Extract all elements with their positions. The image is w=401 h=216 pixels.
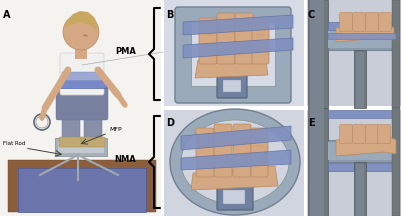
Bar: [223, 80, 241, 92]
Text: C: C: [308, 10, 315, 20]
FancyBboxPatch shape: [377, 124, 391, 143]
Bar: [161, 0, 164, 216]
Polygon shape: [183, 38, 293, 58]
FancyBboxPatch shape: [81, 137, 105, 147]
FancyBboxPatch shape: [217, 13, 235, 64]
Text: E: E: [308, 118, 315, 128]
Bar: [306, 108, 401, 216]
Bar: [62, 95, 80, 140]
Bar: [328, 140, 396, 162]
Text: B: B: [166, 10, 173, 20]
Text: MFP: MFP: [109, 127, 122, 132]
Bar: [328, 33, 396, 39]
Bar: [84, 95, 102, 140]
FancyBboxPatch shape: [365, 124, 379, 143]
Polygon shape: [195, 55, 268, 78]
FancyBboxPatch shape: [196, 128, 214, 177]
Text: Flat Rod: Flat Rod: [3, 141, 25, 146]
Bar: [0, 0, 163, 216]
FancyBboxPatch shape: [352, 124, 365, 143]
Bar: [163, 106, 401, 110]
Bar: [356, 164, 364, 216]
FancyBboxPatch shape: [365, 13, 379, 32]
Polygon shape: [65, 11, 97, 30]
Polygon shape: [181, 150, 291, 170]
FancyBboxPatch shape: [340, 13, 352, 32]
Bar: [310, 108, 324, 216]
Bar: [58, 80, 106, 88]
Bar: [62, 72, 102, 82]
Bar: [392, 0, 400, 108]
Bar: [328, 142, 394, 160]
Polygon shape: [183, 15, 293, 35]
FancyBboxPatch shape: [199, 18, 217, 64]
Bar: [328, 30, 394, 48]
Bar: [392, 108, 400, 216]
FancyBboxPatch shape: [235, 13, 253, 64]
Bar: [310, 0, 324, 108]
FancyBboxPatch shape: [352, 13, 365, 32]
Text: PMA: PMA: [115, 48, 136, 57]
Bar: [75, 47, 87, 59]
FancyBboxPatch shape: [233, 124, 251, 177]
Bar: [55, 138, 107, 156]
FancyBboxPatch shape: [251, 128, 268, 177]
Bar: [328, 28, 396, 50]
FancyBboxPatch shape: [252, 18, 269, 64]
Bar: [223, 190, 245, 204]
Bar: [328, 110, 396, 118]
FancyBboxPatch shape: [60, 53, 104, 95]
Bar: [58, 141, 104, 153]
Bar: [163, 108, 306, 216]
Text: A: A: [3, 10, 10, 20]
Circle shape: [63, 14, 99, 50]
Bar: [328, 163, 396, 171]
Bar: [328, 22, 396, 30]
FancyBboxPatch shape: [340, 124, 352, 143]
Bar: [356, 52, 364, 108]
FancyBboxPatch shape: [379, 13, 391, 32]
Bar: [306, 0, 401, 108]
Bar: [304, 0, 307, 216]
FancyBboxPatch shape: [56, 86, 108, 120]
FancyBboxPatch shape: [59, 137, 83, 147]
Text: NMA: NMA: [114, 156, 136, 165]
Bar: [8, 160, 156, 212]
Polygon shape: [191, 166, 278, 190]
FancyBboxPatch shape: [175, 7, 291, 103]
Polygon shape: [336, 134, 396, 156]
Bar: [354, 50, 366, 108]
Ellipse shape: [181, 120, 289, 204]
FancyBboxPatch shape: [217, 74, 247, 98]
Bar: [308, 108, 328, 216]
Bar: [191, 22, 275, 86]
Bar: [18, 168, 146, 212]
Text: D: D: [166, 118, 174, 128]
Bar: [163, 0, 306, 108]
FancyBboxPatch shape: [217, 184, 253, 210]
Polygon shape: [336, 22, 394, 42]
Ellipse shape: [170, 109, 300, 215]
FancyBboxPatch shape: [214, 124, 232, 177]
Polygon shape: [181, 126, 291, 150]
Bar: [354, 162, 366, 216]
Bar: [308, 0, 328, 108]
